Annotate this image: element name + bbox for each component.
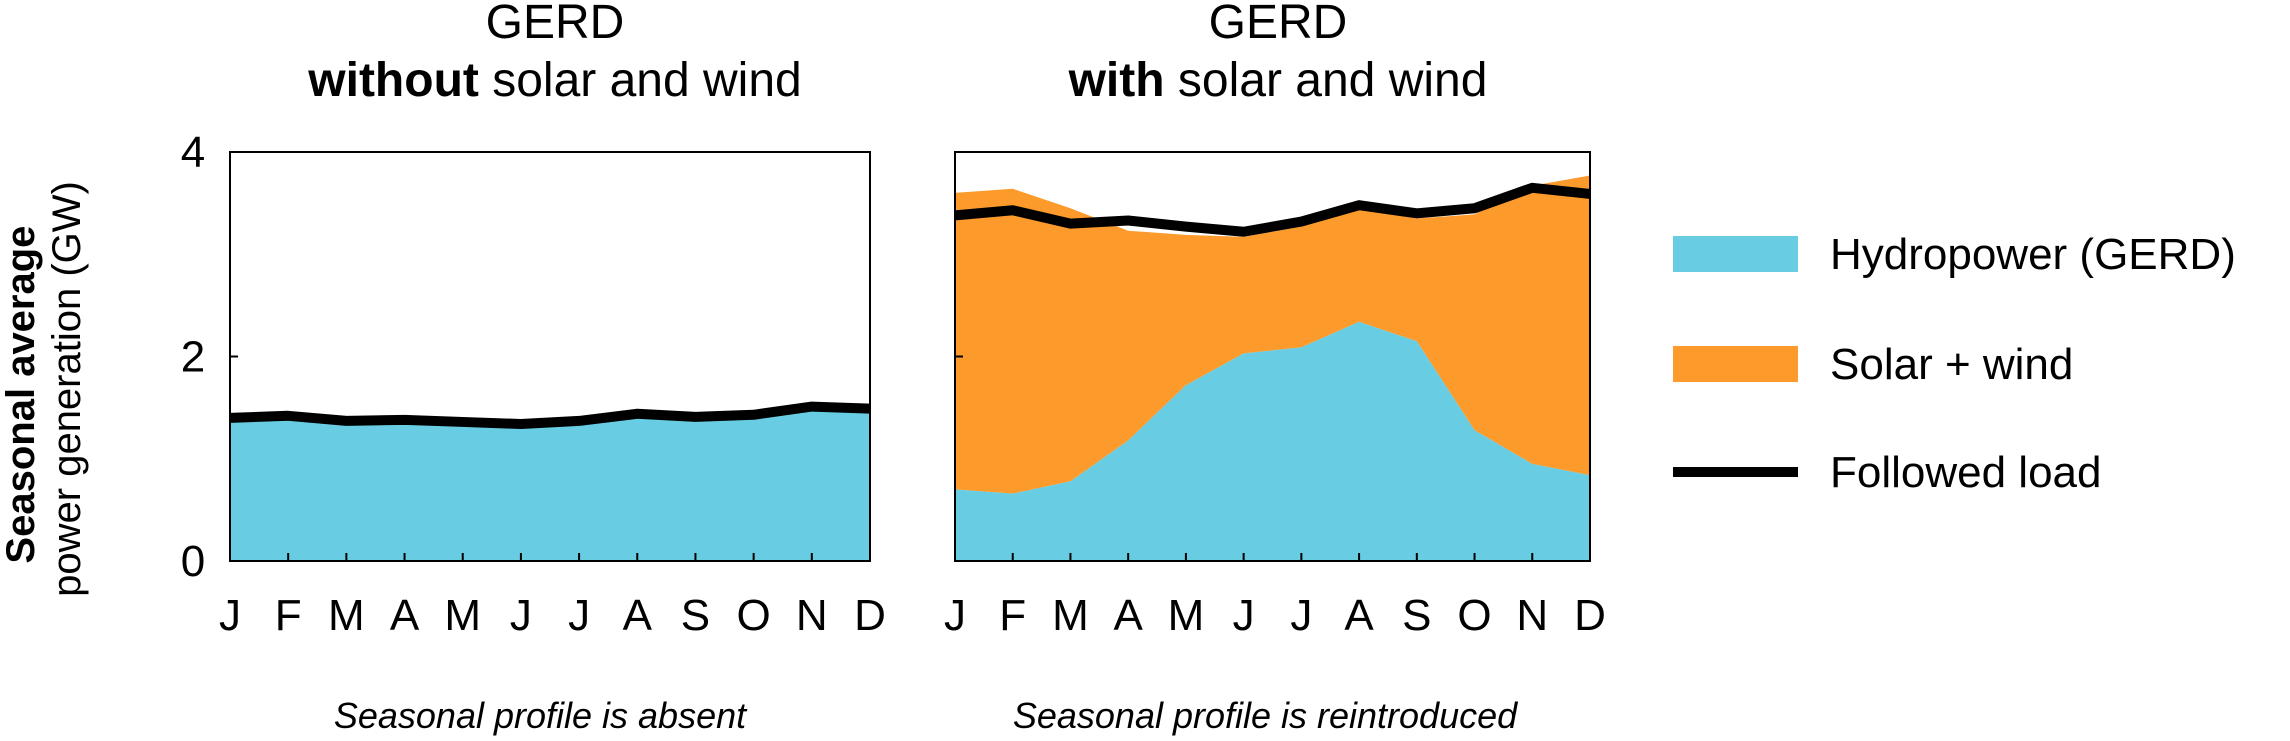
y-axis-label-normal: power generation (GW)	[45, 181, 89, 597]
panel-title-bold: with	[1068, 54, 1165, 107]
x-tick-label: S	[681, 591, 710, 640]
y-tick-label: 2	[181, 333, 205, 382]
solar-wind-area	[955, 175, 1590, 494]
x-tick-label: A	[1344, 591, 1374, 640]
panel-without-solar-wind: GERD without solar and wind Seasonal pro…	[181, 0, 886, 736]
legend-item: Hydropower (GERD)	[1673, 230, 2236, 279]
x-tick-label: M	[444, 591, 481, 640]
x-tick-label: O	[1457, 591, 1491, 640]
y-tick-label: 4	[181, 128, 205, 177]
hydropower-area	[955, 321, 1590, 561]
panel-title-line1: GERD	[1209, 0, 1348, 49]
panel-title-rest: solar and wind	[479, 54, 802, 107]
panel-caption: Seasonal profile is absent	[334, 695, 748, 736]
x-tick-label: M	[328, 591, 365, 640]
panel-title-line1: GERD	[486, 0, 625, 49]
x-tick-label: O	[737, 591, 771, 640]
y-tick-label: 0	[181, 537, 205, 586]
x-tick-label: J	[1290, 591, 1312, 640]
followed-load-line	[954, 182, 1591, 237]
x-tick-label: J	[510, 591, 532, 640]
x-tick-label: D	[1574, 591, 1606, 640]
legend-label: Hydropower (GERD)	[1830, 230, 2236, 279]
panel-with-solar-wind: GERD with solar and wind Seasonal profil…	[944, 0, 1606, 736]
x-tick-label: J	[1233, 591, 1255, 640]
x-tick-label: A	[1114, 591, 1144, 640]
legend-swatch	[1673, 346, 1798, 382]
x-tick-label: S	[1402, 591, 1431, 640]
x-tick-label: J	[568, 591, 590, 640]
legend-item: Followed load	[1673, 448, 2102, 497]
legend-label: Solar + wind	[1830, 340, 2073, 389]
x-tick-label: F	[275, 591, 302, 640]
panel-title-rest: solar and wind	[1165, 54, 1488, 107]
x-tick-label: N	[1516, 591, 1548, 640]
followed-load-line	[229, 401, 871, 429]
x-tick-label: F	[999, 591, 1026, 640]
y-axis-label: Seasonal average power generation (GW)	[0, 181, 89, 597]
legend-label: Followed load	[1830, 448, 2102, 497]
x-tick-label: M	[1052, 591, 1089, 640]
x-tick-label: D	[854, 591, 886, 640]
hydropower-area	[230, 406, 870, 561]
x-tick-label: N	[796, 591, 828, 640]
x-tick-label: J	[944, 591, 966, 640]
legend-swatch	[1673, 236, 1798, 272]
x-tick-label: J	[219, 591, 241, 640]
y-axis-label-bold: Seasonal average	[0, 226, 43, 564]
panel-caption: Seasonal profile is reintroduced	[1013, 695, 1518, 736]
legend: Hydropower (GERD) Solar + wind Followed lo…	[1673, 230, 2236, 497]
panel-title-bold: without	[307, 54, 479, 107]
x-tick-label: M	[1168, 591, 1205, 640]
panel-title-line2: without solar and wind	[307, 54, 801, 107]
legend-item: Solar + wind	[1673, 340, 2073, 389]
x-tick-label: A	[623, 591, 653, 640]
x-tick-label: A	[390, 591, 420, 640]
panel-title-line2: with solar and wind	[1068, 54, 1488, 107]
